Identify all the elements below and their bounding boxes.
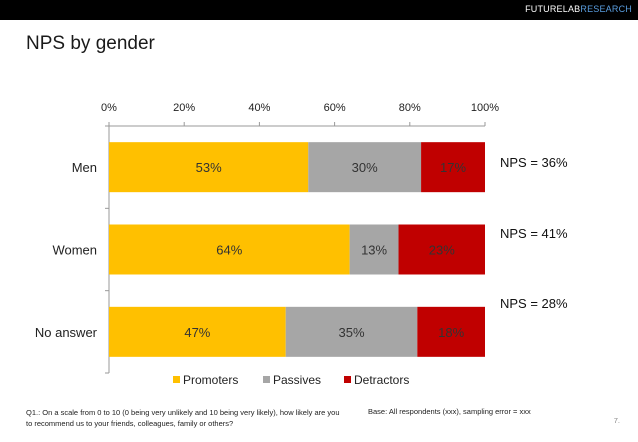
data-label: 53% [196,160,222,175]
bar-segment-detractors [417,306,485,357]
x-tick-label: 100% [471,102,499,114]
data-label: 17% [440,160,466,175]
x-tick-label: 0% [101,102,117,114]
nps-stacked-bar-chart: 0% 20% 40% 60% 80% 100% Men 53% 30% 17% Women 64% 13… [35,102,499,387]
top-bar: FUTURELABRESEARCH [0,0,638,20]
question-footnote: Q1.: On a scale from 0 to 10 (0 being ve… [26,408,340,428]
page-title: NPS by gender [26,33,155,54]
data-label: 13% [361,243,387,258]
bar-segment-promoters [109,224,350,275]
bar-segment-promoters [109,142,309,193]
bar-segment-passives [308,142,422,193]
x-tick-label: 40% [248,102,270,114]
bar-segment-passives [349,224,399,275]
nps-value-men: NPS = 36% [500,155,568,170]
data-label: 30% [352,160,378,175]
brand-name-part1: FUTURELAB [525,4,581,14]
bar-segment-promoters [109,306,286,357]
bar-segment-passives [285,306,418,357]
category-label: Women [52,243,97,258]
legend-label: Passives [273,373,321,387]
brand-logo: FUTURELABRESEARCH [525,4,632,14]
category-label: Men [72,160,97,175]
legend-label: Promoters [183,373,238,387]
x-tick-label: 80% [399,102,421,114]
legend-label: Detractors [354,373,409,387]
brand-name-part2: RESEARCH [580,4,632,14]
legend-swatch [173,376,180,383]
legend-swatch [344,376,351,383]
x-tick-label: 20% [173,102,195,114]
data-label: 18% [438,325,464,340]
nps-value-no-answer: NPS = 28% [500,296,568,311]
data-label: 64% [216,243,242,258]
category-label: No answer [35,325,98,340]
data-label: 23% [429,243,455,258]
bar-segment-detractors [421,142,485,193]
nps-value-women: NPS = 41% [500,226,568,241]
base-note: Base: All respondents (xxx), sampling er… [368,407,531,416]
page-number: 7. [613,416,620,425]
data-label: 35% [339,325,365,340]
x-tick-label: 60% [324,102,346,114]
data-label: 47% [184,325,210,340]
legend-swatch [263,376,270,383]
bar-segment-detractors [398,224,485,275]
